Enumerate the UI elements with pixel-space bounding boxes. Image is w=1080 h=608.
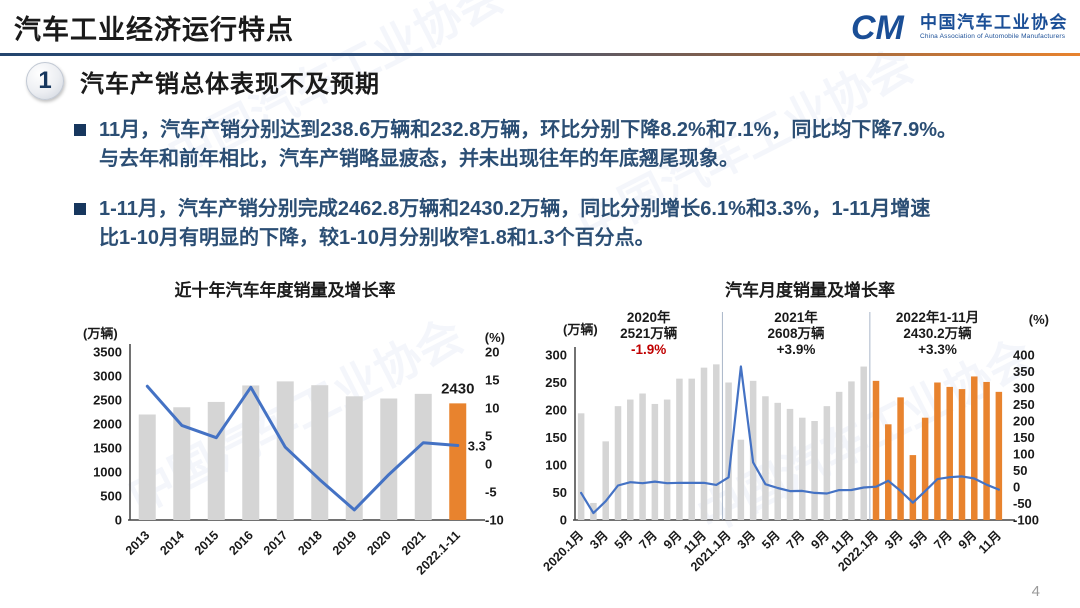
svg-text:10: 10 xyxy=(485,401,499,416)
header-divider xyxy=(0,53,1080,56)
svg-text:350: 350 xyxy=(1013,364,1035,379)
svg-text:3月: 3月 xyxy=(735,528,759,552)
svg-text:2608万辆: 2608万辆 xyxy=(767,325,825,341)
svg-text:5月: 5月 xyxy=(612,528,636,552)
bullet-text-line: 11月，汽车产销分别达到238.6万辆和232.8万辆，环比分别下降8.2%和7… xyxy=(99,119,957,141)
svg-text:9月: 9月 xyxy=(661,528,685,552)
svg-text:9月: 9月 xyxy=(808,528,832,552)
svg-text:100: 100 xyxy=(545,458,567,473)
svg-text:1000: 1000 xyxy=(93,465,122,480)
svg-text:2014: 2014 xyxy=(157,528,187,558)
svg-text:5月: 5月 xyxy=(907,528,931,552)
svg-text:2521万辆: 2521万辆 xyxy=(620,325,678,341)
svg-text:100: 100 xyxy=(1013,447,1035,462)
svg-text:0: 0 xyxy=(485,457,492,472)
monthly-sales-chart: 汽车月度销量及增长率(万辆)(%)050100150200250300-100-… xyxy=(540,280,1049,574)
svg-text:9月: 9月 xyxy=(956,528,980,552)
svg-text:500: 500 xyxy=(100,489,122,504)
svg-text:20: 20 xyxy=(485,345,499,360)
bullet-text-line: 比1-10月有明显的下降，较1-10月分别收窄1.8和1.3个百分点。 xyxy=(99,227,655,249)
svg-text:2020: 2020 xyxy=(364,528,394,558)
svg-text:2019: 2019 xyxy=(330,528,360,558)
section-heading-row: 1 汽车产销总体表现不及预期 xyxy=(26,62,380,100)
bullet-text-line: 与去年和前年相比，汽车产销略显疲态，并未出现往年的年底翘尾现象。 xyxy=(99,148,739,170)
svg-text:200: 200 xyxy=(545,403,567,418)
svg-text:300: 300 xyxy=(1013,381,1035,396)
page-number: 4 xyxy=(1031,583,1040,600)
svg-text:3000: 3000 xyxy=(93,369,122,384)
svg-text:300: 300 xyxy=(545,348,567,363)
svg-text:3月: 3月 xyxy=(587,528,611,552)
bullet-square-icon xyxy=(74,124,86,136)
svg-text:(万辆): (万辆) xyxy=(563,322,598,337)
svg-text:5: 5 xyxy=(485,429,492,444)
bullet-square-icon xyxy=(74,203,86,215)
svg-text:2017: 2017 xyxy=(261,528,291,558)
logo-mark-text: CM xyxy=(851,9,905,47)
bullet-item: 1-11月，汽车产销分别完成2462.8万辆和2430.2万辆，同比分别增长6.… xyxy=(72,195,1067,253)
svg-text:7月: 7月 xyxy=(784,528,808,552)
svg-text:(%): (%) xyxy=(485,330,505,345)
svg-text:50: 50 xyxy=(1013,463,1027,478)
section-number-badge: 1 xyxy=(26,62,64,100)
annual-sales-chart: 近十年汽车年度销量及增长率 (万辆) (%) 0 500 1000 1500 2000 2500… xyxy=(83,280,505,577)
svg-text:-100: -100 xyxy=(1013,513,1039,528)
svg-text:-50: -50 xyxy=(1013,496,1032,511)
svg-text:0: 0 xyxy=(560,513,567,528)
svg-text:2430: 2430 xyxy=(441,380,474,397)
svg-text:-1.9%: -1.9% xyxy=(631,342,666,357)
svg-text:2013: 2013 xyxy=(123,528,153,558)
svg-text:-10: -10 xyxy=(485,513,504,528)
svg-text:-5: -5 xyxy=(485,485,497,500)
svg-text:50: 50 xyxy=(553,485,567,500)
svg-text:5月: 5月 xyxy=(759,528,783,552)
svg-text:2018: 2018 xyxy=(295,528,325,558)
svg-text:(%): (%) xyxy=(1029,312,1049,327)
logo-org-name-cn: 中国汽车工业协会 xyxy=(920,13,1068,33)
svg-text:3500: 3500 xyxy=(93,345,122,360)
svg-text:+3.3%: +3.3% xyxy=(918,342,957,357)
svg-text:15: 15 xyxy=(485,373,499,388)
svg-text:+3.9%: +3.9% xyxy=(777,342,816,357)
svg-text:0: 0 xyxy=(1013,480,1020,495)
svg-text:1500: 1500 xyxy=(93,441,122,456)
logo-org-name-en: China Association of Automobile Manufact… xyxy=(920,33,1066,41)
svg-text:250: 250 xyxy=(545,375,567,390)
svg-text:2016: 2016 xyxy=(226,528,256,558)
page-title: 汽车工业经济运行特点 xyxy=(14,15,294,45)
svg-text:250: 250 xyxy=(1013,397,1035,412)
bullet-item: 11月，汽车产销分别达到238.6万辆和232.8万辆，环比分别下降8.2%和7… xyxy=(72,116,1067,174)
svg-text:7月: 7月 xyxy=(636,528,660,552)
svg-text:2430.2万辆: 2430.2万辆 xyxy=(903,325,972,341)
svg-text:汽车月度销量及增长率: 汽车月度销量及增长率 xyxy=(725,280,895,300)
svg-text:2021年: 2021年 xyxy=(774,309,818,325)
bullet-list: 11月，汽车产销分别达到238.6万辆和232.8万辆，环比分别下降8.2%和7… xyxy=(72,116,1067,274)
svg-text:11月: 11月 xyxy=(976,528,1004,556)
caam-logo-mark-icon: CM xyxy=(851,9,905,47)
bullet-text-line: 1-11月，汽车产销分别完成2462.8万辆和2430.2万辆，同比分别增长6.… xyxy=(99,198,931,220)
svg-text:3.3: 3.3 xyxy=(468,439,486,454)
svg-text:150: 150 xyxy=(1013,430,1035,445)
svg-text:2020.1月: 2020.1月 xyxy=(540,528,586,574)
svg-text:400: 400 xyxy=(1013,348,1035,363)
svg-text:2500: 2500 xyxy=(93,393,122,408)
svg-text:3月: 3月 xyxy=(882,528,906,552)
svg-text:2015: 2015 xyxy=(192,528,222,558)
section-heading: 汽车产销总体表现不及预期 xyxy=(80,70,380,98)
svg-text:2020年: 2020年 xyxy=(627,309,671,325)
svg-text:近十年汽车年度销量及增长率: 近十年汽车年度销量及增长率 xyxy=(175,280,396,300)
svg-text:0: 0 xyxy=(115,513,122,528)
svg-text:2000: 2000 xyxy=(93,417,122,432)
caam-logo: CM 中国汽车工业协会 China Association of Automob… xyxy=(850,6,1068,48)
svg-text:150: 150 xyxy=(545,430,567,445)
svg-text:2022年1-11月: 2022年1-11月 xyxy=(896,309,979,325)
svg-text:200: 200 xyxy=(1013,414,1035,429)
svg-text:(万辆): (万辆) xyxy=(83,326,118,341)
svg-text:2021: 2021 xyxy=(399,528,429,558)
svg-text:7月: 7月 xyxy=(931,528,955,552)
